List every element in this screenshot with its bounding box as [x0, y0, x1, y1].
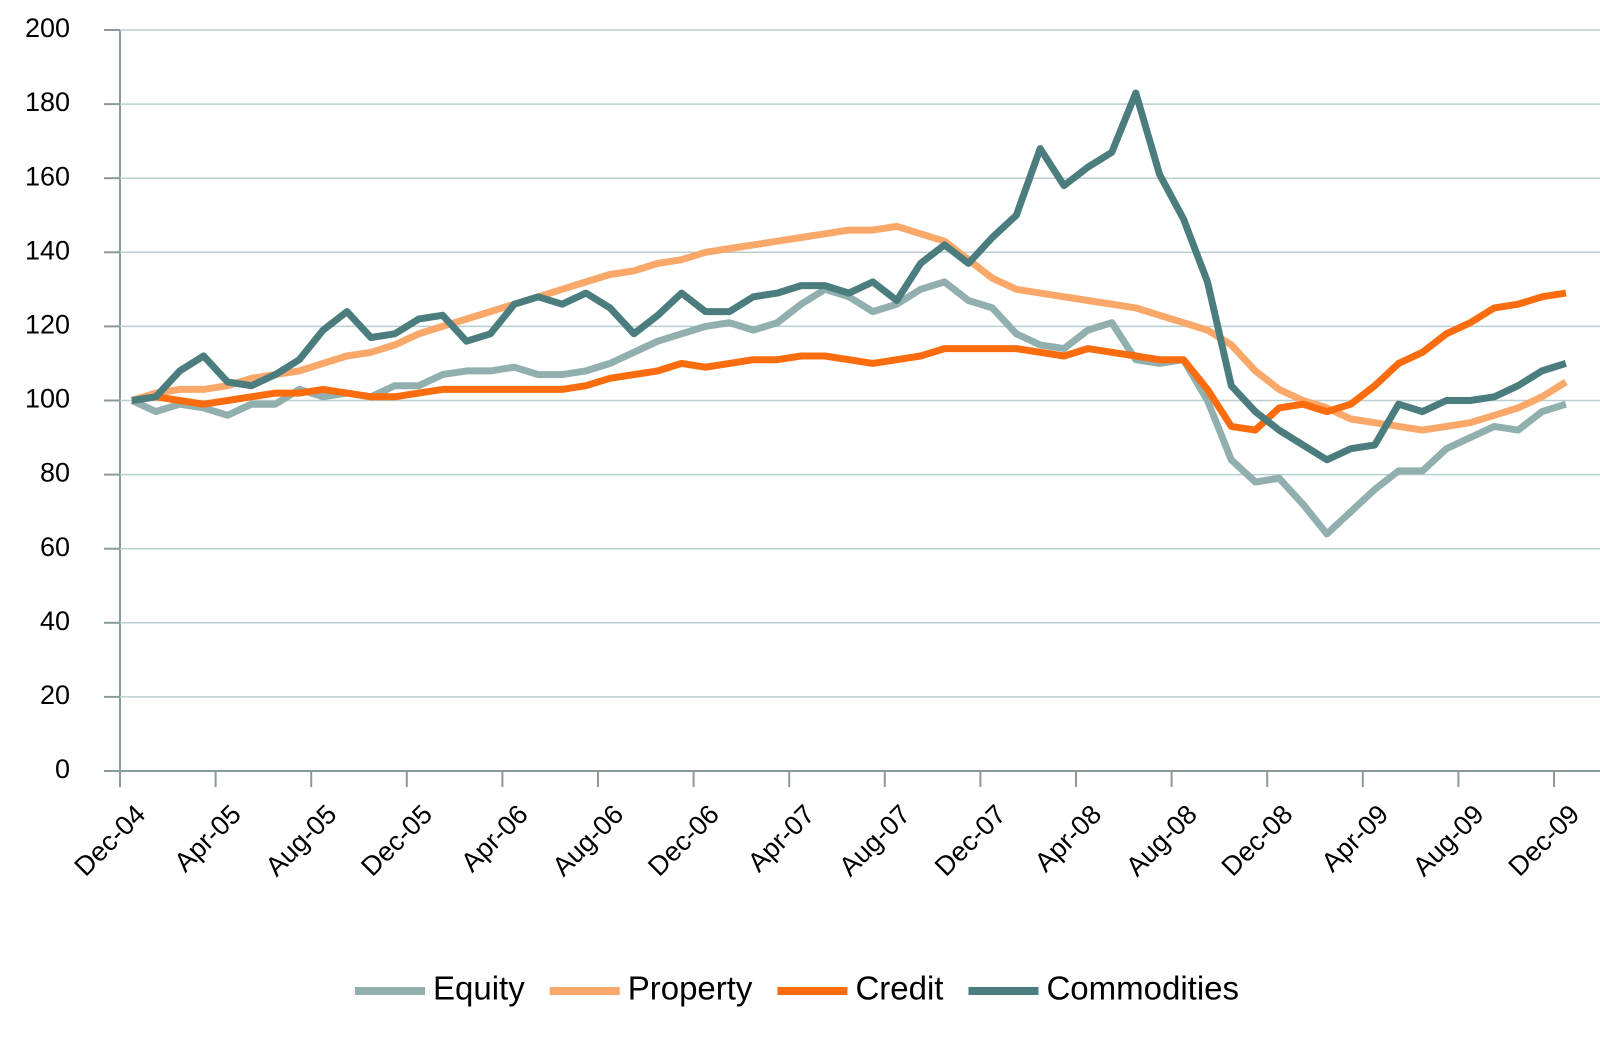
- y-tick-label: 100: [25, 384, 70, 414]
- x-tick-label: Aug-07: [833, 799, 916, 882]
- x-tick-label: Aug-05: [260, 799, 343, 882]
- x-tick-label: Apr-05: [168, 799, 247, 878]
- x-tick-label: Apr-07: [742, 799, 821, 878]
- y-tick-label: 60: [40, 532, 70, 562]
- x-tick-label: Dec-06: [642, 799, 725, 882]
- y-tick-label: 140: [25, 235, 70, 265]
- y-tick-label: 80: [40, 458, 70, 488]
- y-tick-label: 0: [55, 754, 70, 784]
- x-tick-label: Aug-09: [1407, 799, 1490, 882]
- series-line: [131, 89, 1567, 464]
- series-line: [130, 222, 1568, 434]
- x-tick-label: Dec-08: [1216, 799, 1299, 882]
- y-tick-label: 40: [40, 606, 70, 636]
- legend-label: Property: [628, 970, 753, 1007]
- y-tick-label: 120: [25, 310, 70, 340]
- x-tick-label: Apr-08: [1029, 799, 1108, 878]
- legend-label: Equity: [433, 970, 525, 1007]
- legend-label: Commodities: [1046, 970, 1239, 1007]
- x-tick-label: Dec-09: [1503, 799, 1586, 882]
- y-tick-label: 160: [25, 161, 70, 191]
- x-tick-label: Aug-06: [546, 799, 629, 882]
- x-tick-label: Dec-07: [929, 799, 1012, 882]
- y-tick-label: 200: [25, 13, 70, 43]
- x-tick-label: Apr-09: [1316, 799, 1395, 878]
- x-tick-label: Apr-06: [455, 799, 534, 878]
- x-tick-label: Dec-04: [69, 799, 152, 882]
- y-tick-label: 20: [40, 680, 70, 710]
- series-line: [131, 289, 1567, 434]
- legend-label: Credit: [855, 970, 943, 1007]
- y-tick-label: 180: [25, 87, 70, 117]
- series-line: [130, 278, 1567, 538]
- x-tick-label: Aug-08: [1120, 799, 1203, 882]
- x-tick-label: Dec-05: [355, 799, 438, 882]
